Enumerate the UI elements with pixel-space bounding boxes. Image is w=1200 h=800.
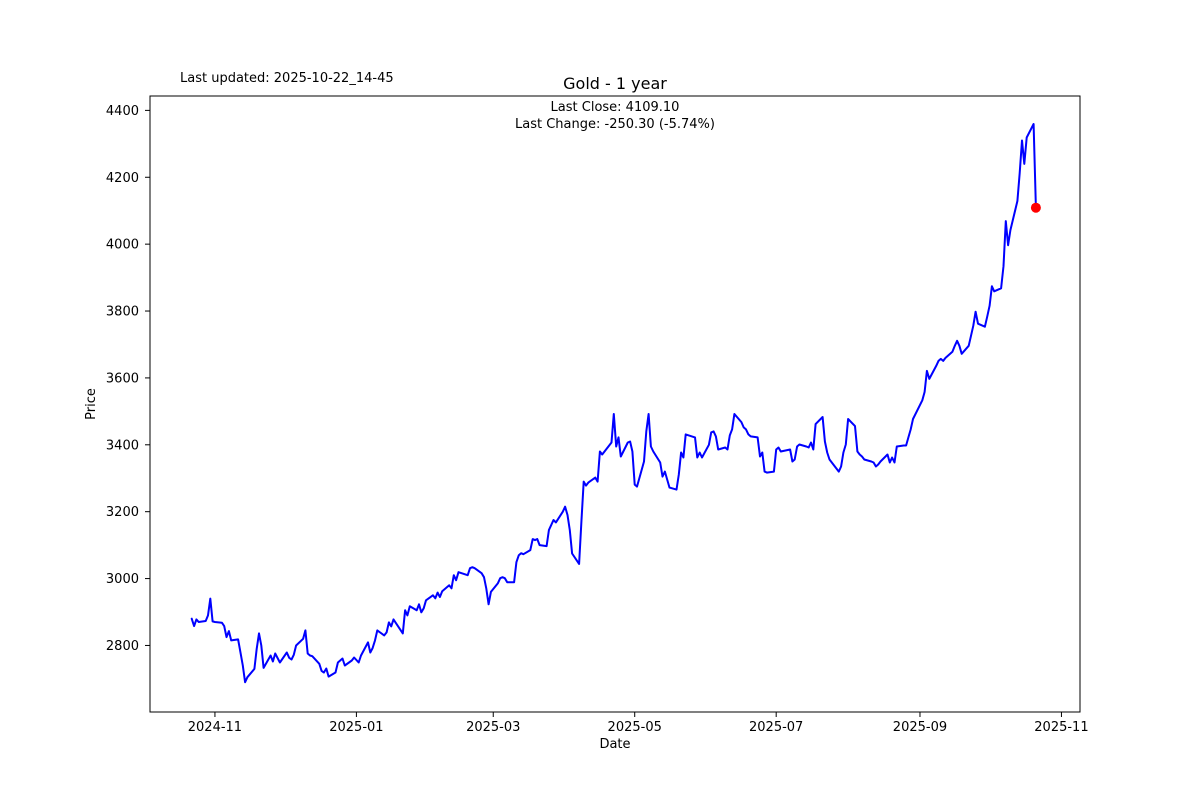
y-axis-ticks: 2800 3000 3200 3400 3600 3800 4000 4200 4400 [106,104,150,654]
x-tick-label: 2025-07 [749,720,803,735]
x-tick-label: 2024-11 [188,720,242,735]
last-close-annotation: Last Close: 4109.10 [551,100,680,115]
x-axis-ticks: 2024-11 2025-01 2025-03 2025-05 2025-07 2025-… [188,712,1089,735]
y-tick-label: 3600 [106,371,139,386]
x-axis-label: Date [599,737,630,752]
y-tick-label: 3000 [106,572,139,587]
price-line [190,123,1037,684]
plot-area [149,95,1081,713]
x-tick-label: 2025-03 [466,720,520,735]
x-tick-label: 2025-05 [608,720,662,735]
last-price-marker [1030,202,1041,213]
y-tick-label: 3800 [106,305,139,320]
y-tick-label: 2800 [106,639,139,654]
y-tick-label: 3200 [106,505,139,520]
y-axis-label: Price [84,388,99,420]
last-change-annotation: Last Change: -250.30 (-5.74%) [515,117,715,132]
chart-title: Gold - 1 year [563,74,667,93]
last-updated-label: Last updated: 2025-10-22_14-45 [180,71,394,86]
x-tick-label: 2025-01 [329,720,383,735]
x-tick-label: 2025-09 [893,720,947,735]
y-tick-label: 3400 [106,438,139,453]
y-tick-label: 4400 [106,104,139,119]
y-tick-label: 4200 [106,171,139,186]
y-tick-label: 4000 [106,238,139,253]
x-tick-label: 2025-11 [1034,720,1088,735]
